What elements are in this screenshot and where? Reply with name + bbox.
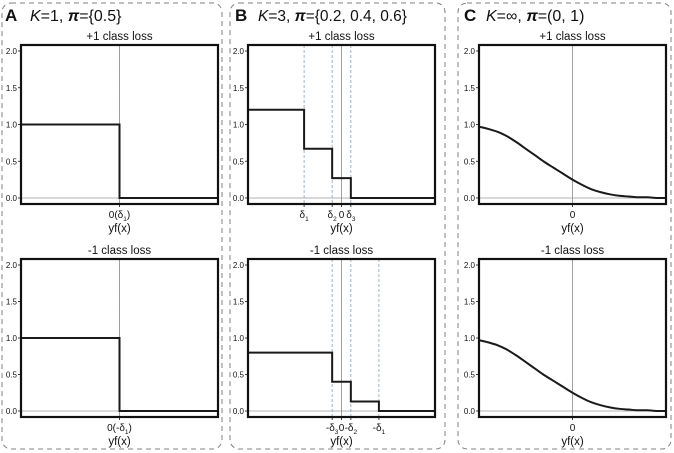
panel-c-bottom-ytick-label: 1.0 [464,334,476,343]
panel-a-top-ytick-label: 2.0 [6,47,18,56]
panel-b-k-symbol: K [258,8,269,25]
panel-c: C K=∞, π=(0, 1) [457,2,672,450]
panel-a-frame [1,2,223,450]
panel-b-top-xtick-label: δ2 [328,210,338,223]
panel-b-top-xtick-label: δ1 [299,210,309,223]
panel-a-top-xtick-label: 0(δ1) [109,210,130,223]
panel-b-top-plot-frame [246,43,437,206]
panel-a-bottom-ytick-label: 0.0 [6,407,18,416]
panel-c-top-plot-frame [477,43,668,206]
panel-b-top-xtick-label: 0 [339,210,345,221]
panel-a-top-ytick-label: 0.5 [6,157,18,166]
panel-b-bottom-ytick-label: 1.5 [233,298,245,307]
panel-a-top-title: +1 class loss [86,31,152,43]
charts-layer: +1 class loss0.00.51.01.52.00(δ1)yf(x)-1… [6,31,668,448]
panel-a-pi-symbol: π [68,8,80,25]
panel-c-bottom-ytick-label: 0.0 [464,407,476,416]
panel-b-top-ytick-label: 2.0 [233,47,245,56]
panel-a-top-ytick-label: 0.0 [6,194,18,203]
panel-a-top-chart: +1 class loss 0.0 0.5 1.0 1.5 2.0 0(δ1)yf(x) [6,31,220,235]
panel-c-bottom-xtick-label: 0 [570,423,576,434]
panel-c-bottom-ytick-label: 0.5 [464,371,476,380]
panel-a-bottom-xlabel: yf(x) [108,436,131,448]
panel-c-top-ytick-label: 1.5 [464,84,476,93]
panel-c-top-ytick-label: 0.0 [464,194,476,203]
panel-c-bottom-ytick-label: 1.5 [464,298,476,307]
panel-b-top-ytick-label: 0.5 [233,157,245,166]
panel-c-bottom-plot-frame [477,257,668,419]
panel-c-top-title: +1 class loss [539,31,605,43]
panel-c-top-chart: +1 class loss 0.0 0.5 1.0 1.5 2.0 0 yf(x) [464,31,668,235]
panel-c-top-ytick-label: 1.0 [464,121,476,130]
panel-b-bottom-loss-line [248,351,435,412]
panel-a-k-symbol: K [30,8,42,25]
panel-a-bottom-ytick-label: 1.5 [6,298,18,307]
panel-a-bottom-chart: -1 class loss 0.0 0.5 1.0 1.5 2.0 0(-δ1)yf(x) [6,245,220,448]
panel-a-top-ytick-label: 1.0 [6,121,18,130]
panel-b-title: K=3, π={0.2, 0.4, 0.6} [258,8,407,25]
panel-c-frame [457,2,672,450]
panel-a-top-xlabel: yf(x) [108,223,131,235]
panel-b-frame [229,2,446,450]
panel-b-bottom-xtick-label: -δ1 [373,423,386,436]
panel-b-bottom-plot-frame [246,257,437,419]
panel-b-top-ytick-label: 0.0 [233,194,245,203]
panel-b-k-value: =3, [268,8,294,25]
panel-a-top-plot-frame [19,43,220,206]
panel-c-k-value: =∞, [497,8,527,25]
panel-c-top-xlabel: yf(x) [561,223,584,235]
panel-b-top-title: +1 class loss [308,31,374,43]
panel-b-bottom-ytick-label: 1.0 [233,334,245,343]
panel-a: A K=1, π={0.5} [1,2,223,450]
panel-c-top-xtick-label: 0 [570,210,576,221]
panel-c-title: K=∞, π=(0, 1) [486,8,584,25]
panel-b-letter: B [235,6,247,25]
panel-c-top-ytick-label: 0.5 [464,157,476,166]
panel-c-bottom-ytick-label: 2.0 [464,261,476,270]
panel-a-bottom-loss-line [21,337,218,412]
panel-c-bottom-loss-line [478,339,667,413]
panel-b-bottom-xtick-label: 0 [339,423,345,434]
panel-a-top-loss-line [21,123,218,199]
panel-b-bottom-ytick-label: 0.0 [233,407,245,416]
panel-b-bottom-title: -1 class loss [310,245,374,257]
panel-a-letter: A [5,6,17,25]
panel-b-pi-value: ={0.2, 0.4, 0.6} [306,8,407,25]
panel-b-top-xlabel: yf(x) [330,223,353,235]
panel-a-pi-value: ={0.5} [79,8,122,25]
panel-c-letter: C [464,6,476,25]
panel-a-top-ytick-label: 1.5 [6,84,18,93]
panel-a-bottom-plot-frame [19,257,220,419]
panel-b-top-xtick-label: δ3 [346,210,356,223]
panel-a-bottom-ytick-label: 2.0 [6,261,18,270]
panel-a-bottom-xtick-label: 0(-δ1) [107,423,132,436]
panel-c-bottom-title: -1 class loss [541,245,605,257]
panel-b-bottom-xtick-label: -δ3 [326,423,339,436]
panel-b-bottom-chart: -1 class loss 0.0 0.5 1.0 1.5 2.0 -δ3 0 -δ2 -δ1 yf… [233,245,437,448]
panel-b: B K=3, π={0.2, 0.4, 0.6} [229,2,446,450]
panel-c-k-symbol: K [486,8,498,25]
panel-c-pi-symbol: π [526,8,538,25]
panel-c-top-ytick-label: 2.0 [464,47,476,56]
panel-b-bottom-xtick-label: -δ2 [345,423,358,436]
panel-b-top-ytick-label: 1.0 [233,121,245,130]
panel-b-top-ytick-label: 1.5 [233,84,245,93]
panel-a-k-value: =1, [41,8,68,25]
panel-b-bottom-ytick-label: 2.0 [233,261,245,270]
panel-b-pi-symbol: π [295,8,307,25]
panel-b-bottom-ytick-label: 0.5 [233,371,245,380]
panel-c-pi-value: =(0, 1) [538,8,585,25]
panel-a-title: K=1, π={0.5} [30,8,122,25]
panel-b-bottom-xlabel: yf(x) [330,436,353,448]
panel-b-top-loss-line [248,108,435,199]
panel-c-bottom-xlabel: yf(x) [561,436,584,448]
panel-a-bottom-ytick-label: 0.5 [6,371,18,380]
panel-a-bottom-ytick-label: 1.0 [6,334,18,343]
panel-c-bottom-chart: -1 class loss 0.0 0.5 1.0 1.5 2.0 0 yf(x) [464,245,668,448]
panel-a-bottom-title: -1 class loss [88,245,152,257]
panel-c-top-loss-line [478,125,667,200]
